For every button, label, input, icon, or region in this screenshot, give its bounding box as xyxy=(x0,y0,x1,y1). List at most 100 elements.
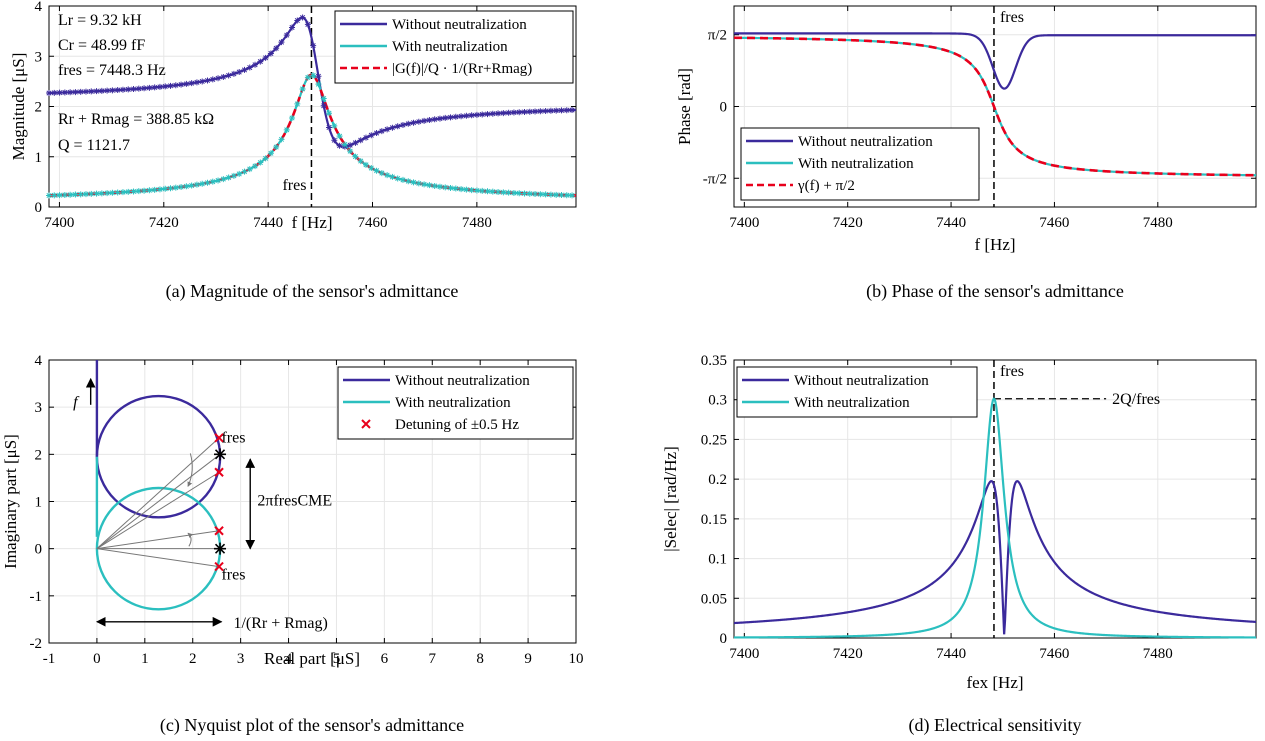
marker-without xyxy=(484,111,491,118)
marker-without xyxy=(347,142,354,149)
marker-without xyxy=(410,119,417,126)
marker-without xyxy=(236,69,243,76)
marker-with xyxy=(431,182,438,189)
marker-with xyxy=(172,184,179,191)
marker-with xyxy=(93,190,100,197)
marker-with xyxy=(125,188,132,195)
marker-without xyxy=(204,77,211,84)
marker-without xyxy=(537,108,544,115)
marker-with xyxy=(373,167,380,174)
detuning-cross xyxy=(214,561,224,572)
marker-with xyxy=(135,188,142,195)
x-tick-label: 6 xyxy=(381,651,389,667)
marker-without xyxy=(399,121,406,128)
x-tick-label: 7460 xyxy=(1039,215,1069,231)
y-tick-label: 0.25 xyxy=(701,432,727,448)
x-tick-label: 9 xyxy=(524,651,532,667)
marker-with xyxy=(151,186,158,193)
marker-without xyxy=(310,42,317,49)
marker-without xyxy=(336,142,343,149)
x-axis-label: Real part [μS] xyxy=(264,649,360,668)
axes-frame xyxy=(733,359,1257,639)
marker-with xyxy=(458,186,465,193)
marker-with xyxy=(326,110,333,117)
x-tick-label: 7420 xyxy=(149,215,179,231)
caption: (b) Phase of the sensor's admittance xyxy=(866,281,1124,302)
marker-with xyxy=(156,186,163,193)
marker-with xyxy=(278,136,285,143)
marker-with xyxy=(447,184,454,191)
marker-with xyxy=(410,179,417,186)
marker-with xyxy=(273,144,280,151)
marker-with xyxy=(378,170,385,177)
x-axis-label: f [Hz] xyxy=(974,235,1015,254)
marker-without xyxy=(558,107,565,114)
marker-with xyxy=(241,168,248,175)
x-axis-label: f [Hz] xyxy=(291,213,332,232)
marker-with xyxy=(104,190,111,197)
marker-without xyxy=(130,86,137,93)
marker-without xyxy=(61,89,68,96)
annot-fres-top: fres xyxy=(221,430,245,447)
radial-line xyxy=(96,453,221,550)
marker-with xyxy=(199,180,206,187)
x-tick-label: 2 xyxy=(189,651,197,667)
y-tick-label: 2 xyxy=(35,447,43,463)
marker-without xyxy=(273,45,280,52)
x-tick-label: 7480 xyxy=(462,215,492,231)
marker-with xyxy=(542,191,549,198)
marker-with xyxy=(532,190,539,197)
marker-with xyxy=(51,192,58,199)
marker-without xyxy=(352,139,359,146)
marker-without xyxy=(56,89,63,96)
marker-without xyxy=(304,21,311,28)
marker-without xyxy=(495,110,502,117)
y-tick-label: 0.05 xyxy=(701,591,727,607)
y-tick-label: 0.1 xyxy=(708,552,727,568)
annot-Q: Q = 1121.7 xyxy=(58,137,130,154)
panel-d: 7400 7420 7440 7460 7480 0 0.05 0.1 0.15 0.2 0.25 0… xyxy=(661,353,1257,736)
marker-without xyxy=(172,82,179,89)
marker-with xyxy=(299,85,306,92)
x-tick-label: 8 xyxy=(476,651,484,667)
y-tick-label: 0 xyxy=(720,100,728,116)
marker-with xyxy=(563,192,570,199)
marker-without xyxy=(532,108,539,115)
y-tick-label: -1 xyxy=(30,589,43,605)
x-tick-label: 4 xyxy=(285,651,293,667)
marker-without xyxy=(183,80,190,87)
marker-without xyxy=(389,124,396,131)
marker-with xyxy=(162,185,169,192)
marker-without xyxy=(500,110,507,117)
marker-with xyxy=(415,180,422,187)
marker-without xyxy=(72,89,79,96)
annot-fres-marker: fres xyxy=(1000,9,1024,26)
marker-without xyxy=(289,24,296,31)
panel-a: 7400 7420 7440 7460 7480 0 1 2 3 4 Lr = 9.32 kH Cr … xyxy=(9,0,577,302)
marker-without xyxy=(135,85,142,92)
marker-with xyxy=(46,192,52,199)
marker-with xyxy=(88,190,95,197)
x-tick-label: 7400 xyxy=(729,646,759,662)
marker-without xyxy=(294,17,301,24)
marker-without xyxy=(326,124,333,131)
marker-with xyxy=(352,153,359,160)
y-tick-label: 3 xyxy=(35,49,43,65)
marker-without xyxy=(421,117,428,124)
x-tick-label: 3 xyxy=(237,651,245,667)
marker-without xyxy=(436,115,443,122)
marker-without xyxy=(267,50,274,57)
legend-label: With neutralization xyxy=(395,395,511,411)
x-tick-label: 7400 xyxy=(729,215,759,231)
marker-with xyxy=(56,192,63,199)
radial-line xyxy=(96,437,220,550)
x-tick-label: 1 xyxy=(141,651,149,667)
marker-without xyxy=(452,113,459,120)
marker-with xyxy=(473,187,480,194)
marker-with xyxy=(262,155,269,162)
detuning-cross xyxy=(214,433,224,443)
y-tick-label: 0 xyxy=(720,631,728,647)
marker-without xyxy=(278,39,285,46)
marker-without xyxy=(162,83,169,90)
annot-fres-marker: fres xyxy=(282,177,306,194)
